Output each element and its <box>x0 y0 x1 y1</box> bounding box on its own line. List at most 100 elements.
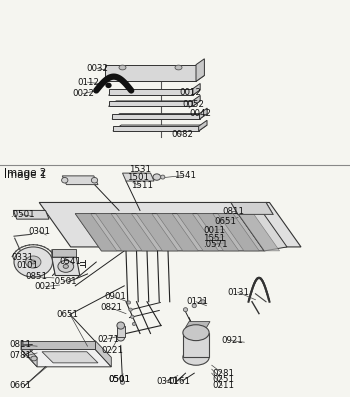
Polygon shape <box>21 341 95 349</box>
Polygon shape <box>196 59 204 81</box>
Ellipse shape <box>117 322 125 329</box>
Ellipse shape <box>129 308 132 311</box>
Polygon shape <box>52 249 55 276</box>
Text: .0501: .0501 <box>52 278 77 286</box>
Polygon shape <box>52 257 80 276</box>
Text: 0012: 0012 <box>179 89 201 97</box>
Text: 0161: 0161 <box>168 377 190 385</box>
Polygon shape <box>122 173 154 181</box>
Bar <box>117 326 125 337</box>
Text: 1531: 1531 <box>130 166 152 174</box>
Polygon shape <box>108 90 200 95</box>
Ellipse shape <box>63 264 69 268</box>
Polygon shape <box>105 65 196 81</box>
Text: 0131: 0131 <box>228 288 250 297</box>
Polygon shape <box>157 214 198 251</box>
Text: 0011: 0011 <box>203 226 225 235</box>
Polygon shape <box>113 126 199 131</box>
Ellipse shape <box>119 65 126 70</box>
Ellipse shape <box>26 256 41 268</box>
Ellipse shape <box>105 83 112 88</box>
Ellipse shape <box>127 301 131 304</box>
Ellipse shape <box>31 260 36 264</box>
Polygon shape <box>62 176 98 185</box>
Text: Image 2: Image 2 <box>4 168 47 177</box>
Text: 0301: 0301 <box>29 227 51 235</box>
Polygon shape <box>112 114 207 119</box>
Text: 1551: 1551 <box>203 234 225 243</box>
Text: 0651: 0651 <box>214 217 236 226</box>
Text: 0271: 0271 <box>97 335 119 343</box>
Text: 0781: 0781 <box>10 351 32 360</box>
Text: 0022: 0022 <box>73 89 95 98</box>
Text: 0501: 0501 <box>108 375 131 384</box>
Text: 0052: 0052 <box>183 100 205 109</box>
Ellipse shape <box>62 177 68 183</box>
Text: 0042: 0042 <box>189 110 211 118</box>
Polygon shape <box>108 89 192 95</box>
Text: 0112: 0112 <box>78 78 100 87</box>
Text: 0101: 0101 <box>16 262 38 270</box>
Text: 0251: 0251 <box>212 375 234 384</box>
Text: 0921: 0921 <box>222 336 244 345</box>
Ellipse shape <box>183 325 209 341</box>
Text: 0811: 0811 <box>10 341 32 349</box>
Text: Image 1: Image 1 <box>4 170 47 180</box>
Text: 0211: 0211 <box>212 382 234 390</box>
Polygon shape <box>186 322 210 328</box>
Text: 1501: 1501 <box>127 173 149 182</box>
Ellipse shape <box>31 356 37 361</box>
Text: 0281: 0281 <box>212 369 234 378</box>
Polygon shape <box>116 214 158 251</box>
Polygon shape <box>113 125 207 131</box>
Text: 0661: 0661 <box>10 382 32 390</box>
Text: 0082: 0082 <box>172 131 194 139</box>
Polygon shape <box>238 210 287 251</box>
Text: 0501: 0501 <box>108 375 131 384</box>
Polygon shape <box>95 341 111 367</box>
Polygon shape <box>52 249 76 257</box>
Ellipse shape <box>153 174 161 180</box>
Ellipse shape <box>183 349 209 365</box>
Text: 0901: 0901 <box>104 293 126 301</box>
Ellipse shape <box>120 380 125 384</box>
Text: 1541: 1541 <box>174 171 196 180</box>
Polygon shape <box>197 214 239 251</box>
Text: 0851: 0851 <box>25 272 47 281</box>
Polygon shape <box>199 108 207 119</box>
Polygon shape <box>193 95 200 106</box>
Polygon shape <box>193 83 200 95</box>
Text: .0501: .0501 <box>10 210 34 219</box>
Text: 0811: 0811 <box>222 208 244 216</box>
Polygon shape <box>105 75 204 81</box>
Polygon shape <box>108 101 192 106</box>
Text: 0021: 0021 <box>34 282 56 291</box>
Text: 1511: 1511 <box>131 181 153 190</box>
Ellipse shape <box>161 175 165 179</box>
Polygon shape <box>238 214 280 251</box>
Polygon shape <box>21 341 37 367</box>
Polygon shape <box>108 101 200 106</box>
Polygon shape <box>112 114 200 119</box>
Ellipse shape <box>58 260 74 272</box>
Polygon shape <box>39 202 301 247</box>
Text: 0032: 0032 <box>87 64 109 73</box>
Polygon shape <box>199 120 207 131</box>
Polygon shape <box>21 349 111 367</box>
Text: 0821: 0821 <box>100 303 122 312</box>
Ellipse shape <box>14 247 52 277</box>
Polygon shape <box>42 352 98 363</box>
Ellipse shape <box>201 300 205 304</box>
Polygon shape <box>75 214 117 251</box>
Polygon shape <box>177 214 219 251</box>
Polygon shape <box>13 210 49 219</box>
Ellipse shape <box>183 308 188 312</box>
Text: 0651: 0651 <box>57 310 79 319</box>
Polygon shape <box>96 214 137 251</box>
Text: 0121: 0121 <box>186 297 208 306</box>
Bar <box>183 333 209 357</box>
Text: .0571: .0571 <box>203 240 228 249</box>
Ellipse shape <box>132 322 136 326</box>
Polygon shape <box>218 214 259 251</box>
Text: 0331: 0331 <box>11 253 33 262</box>
